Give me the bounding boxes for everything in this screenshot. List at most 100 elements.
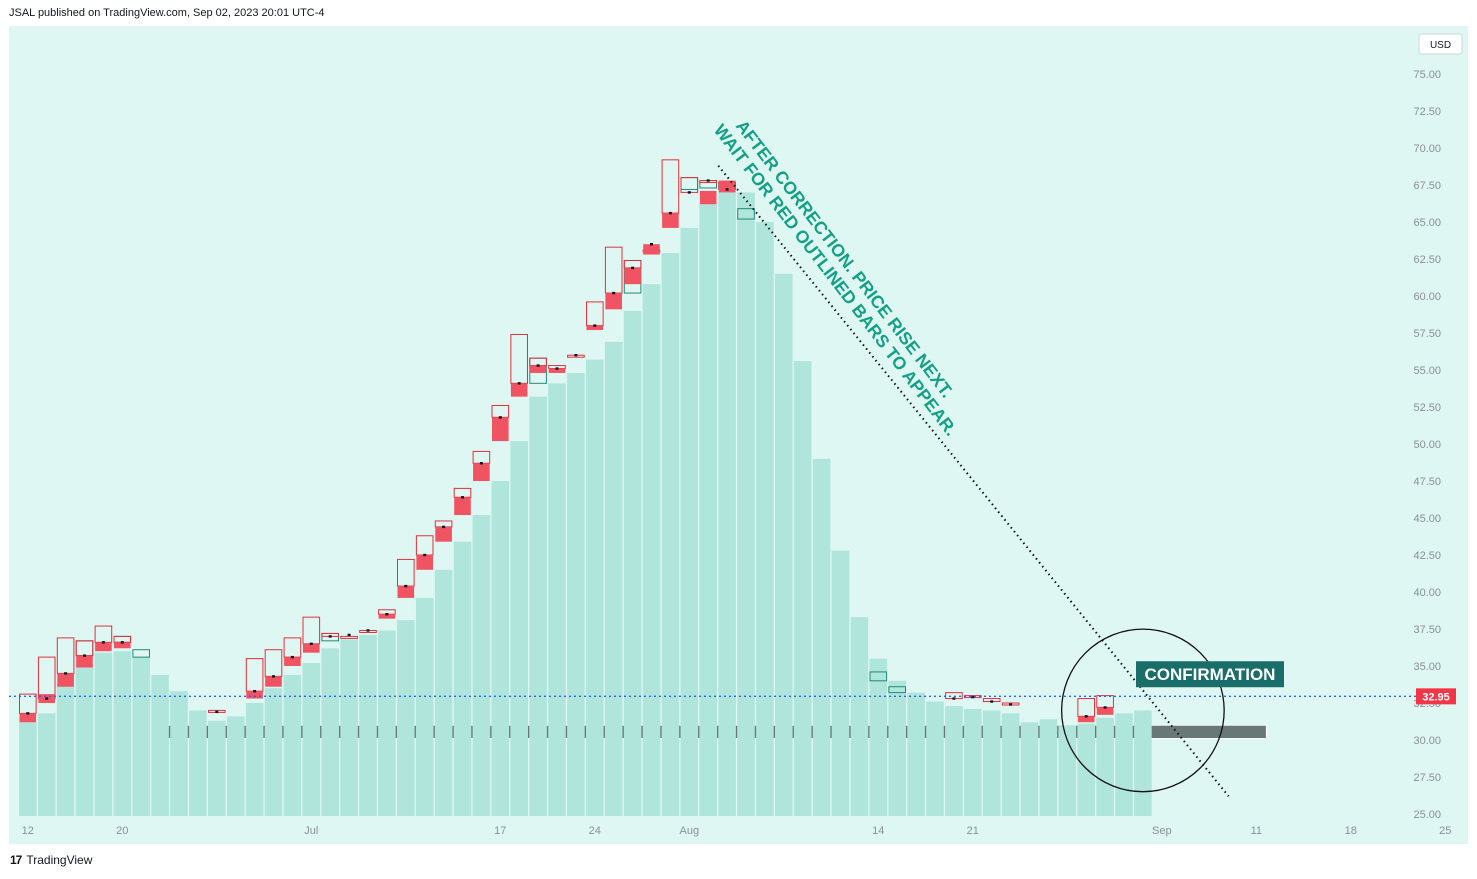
teal-outline-bar [869, 671, 888, 682]
base-bar [302, 663, 321, 816]
base-bar [189, 710, 207, 816]
base-bar [586, 359, 604, 816]
base-bar [869, 658, 888, 816]
footer-brand[interactable]: TradingView [26, 853, 93, 867]
confirmation-label-bg [1136, 661, 1284, 688]
time-axis: 12 20 Jul 17 24 Aug 14 21 Sep 11 18 25 [22, 825, 1452, 837]
red-filled-bar [718, 180, 736, 193]
red-filled-bar [265, 676, 282, 687]
price-chart[interactable]: 75.00 72.50 70.00 67.50 65.00 62.50 60.00 57.50… [9, 26, 1468, 844]
base-bar [1020, 722, 1039, 816]
close-marker [1009, 703, 1013, 706]
y-tick-label: 50.00 [1413, 439, 1441, 451]
close-marker [574, 354, 578, 357]
red-outline-bar [472, 450, 491, 464]
teal-outline-bar [680, 177, 699, 190]
red-filled-bar [699, 190, 717, 205]
red-filled-bar [454, 497, 471, 516]
red-outline-bar [264, 649, 283, 677]
teal-outline-bar [75, 640, 94, 657]
base-bar [907, 692, 925, 816]
red-filled-bar [605, 293, 622, 310]
trend-line [717, 165, 1230, 797]
x-tick-label: Jul [304, 825, 318, 837]
red-filled-bar [378, 614, 396, 619]
close-marker [461, 496, 464, 499]
base-bar [340, 639, 358, 816]
red-filled-bar [397, 586, 415, 598]
footer: 17 TradingView [10, 853, 92, 867]
x-tick-label: 24 [589, 825, 601, 837]
teal-outline-bar [132, 649, 151, 658]
red-filled-bar [492, 417, 509, 442]
y-tick-label: 40.00 [1413, 587, 1441, 599]
currency-button[interactable] [1418, 33, 1463, 55]
base-bar [982, 710, 1001, 816]
y-tick-label: 52.50 [1413, 402, 1441, 414]
red-outline-bar [37, 656, 56, 700]
close-marker [1103, 706, 1107, 709]
base-bar [548, 383, 566, 816]
close-marker [725, 188, 729, 191]
red-outline-bar [19, 693, 37, 714]
base-bar [491, 481, 510, 816]
close-marker [120, 641, 124, 644]
base-bar [359, 634, 377, 816]
close-marker [26, 712, 30, 715]
teal-outline-bar [888, 686, 907, 694]
base-bar [831, 550, 850, 816]
base-bar [415, 597, 434, 816]
red-filled-bar [624, 267, 641, 285]
base-bar [132, 657, 150, 816]
red-outline-bar [397, 558, 415, 587]
red-filled-bar [416, 555, 433, 570]
x-tick-label: Sep [1152, 825, 1172, 837]
y-tick-label: 55.00 [1413, 365, 1441, 377]
base-bar [680, 227, 699, 817]
y-tick-label: 47.50 [1413, 476, 1441, 488]
close-marker [215, 710, 219, 714]
red-outline-bar [245, 658, 264, 692]
base-bar [321, 648, 339, 816]
base-bar [170, 691, 188, 816]
base-bar [151, 674, 169, 816]
red-filled-bar [246, 691, 263, 699]
base-bar [75, 664, 94, 816]
close-marker [385, 613, 389, 616]
current-price-label: 32.95 [1422, 691, 1450, 703]
y-tick-label: 75.00 [1413, 69, 1441, 81]
base-bar [850, 617, 869, 816]
close-marker [290, 655, 294, 659]
red-outline-bar [302, 616, 321, 645]
red-outline-bar [586, 301, 604, 327]
price-label-bg [1416, 688, 1456, 705]
y-tick-label: 57.50 [1413, 328, 1441, 340]
y-tick-label: 30.00 [1413, 735, 1441, 747]
red-outline-bar [491, 405, 510, 418]
close-marker [404, 584, 408, 588]
x-tick-label: 18 [1345, 825, 1357, 837]
base-bar [397, 620, 415, 816]
y-tick-label: 72.50 [1413, 106, 1441, 118]
close-marker [952, 697, 956, 700]
red-filled-bar [303, 643, 320, 653]
red-filled-bar [529, 365, 547, 373]
base-bar [737, 192, 755, 816]
base-bar [226, 716, 245, 816]
base-bar [1058, 725, 1077, 816]
close-marker [650, 243, 653, 246]
close-marker [272, 675, 275, 678]
base-bar [56, 683, 75, 816]
close-marker [687, 191, 691, 194]
y-tick-label: 62.50 [1413, 254, 1441, 266]
close-marker [706, 179, 710, 182]
base-bar [964, 708, 982, 816]
red-filled-bar [586, 325, 604, 331]
y-tick-label: 45.00 [1413, 513, 1441, 525]
tradingview-logo-icon: 17 [10, 853, 22, 867]
close-marker [253, 689, 257, 693]
base-bar [1039, 719, 1058, 816]
y-tick-label: 70.00 [1413, 143, 1441, 155]
y-tick-label: 35.00 [1413, 661, 1441, 673]
x-tick-label: 11 [1251, 825, 1262, 837]
